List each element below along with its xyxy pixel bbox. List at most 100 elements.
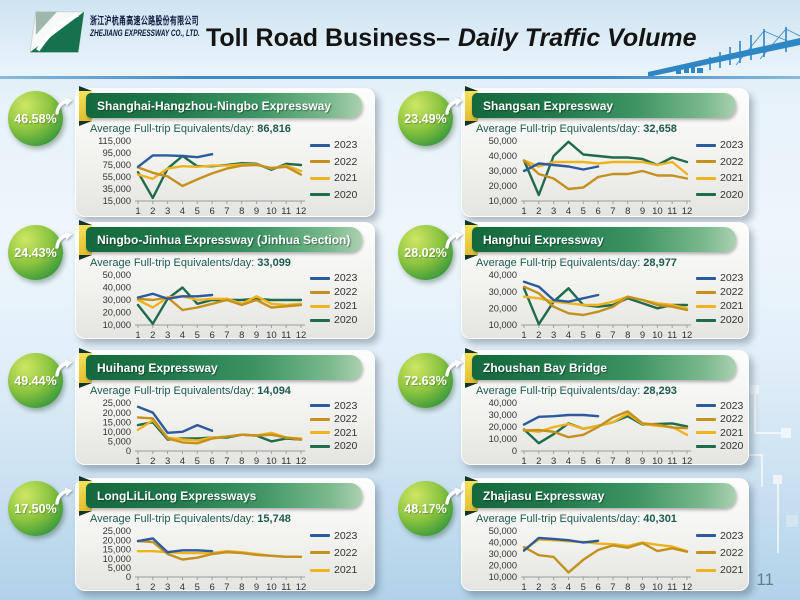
svg-text:1: 1 <box>135 456 140 467</box>
svg-text:1: 1 <box>521 206 526 217</box>
company-name-en: ZHEJIANG EXPRESSWAY CO., LTD. <box>90 28 200 40</box>
svg-text:9: 9 <box>640 456 645 467</box>
legend-item-2023: 2023 <box>696 530 748 542</box>
legend-year-label: 2021 <box>334 564 358 577</box>
legend-item-2021: 2021 <box>310 172 374 184</box>
chart-title: Zhoushan Bay Bridge <box>483 360 608 375</box>
average-value: 33,099 <box>257 257 291 269</box>
legend-year-label: 2023 <box>334 529 358 542</box>
legend-year-label: 2023 <box>334 139 358 152</box>
svg-text:4: 4 <box>566 582 571 593</box>
legend-swatch <box>310 444 330 448</box>
legend-item-2020: 2020 <box>696 440 748 452</box>
chart-card: LongLiLiLong Expressways Average Full-tr… <box>75 476 375 593</box>
growth-badge: 28.02% <box>398 225 453 280</box>
svg-text:50,000: 50,000 <box>489 527 517 536</box>
chart-title: LongLiLiLong Expressways <box>97 488 257 503</box>
average-label: Average Full-trip Equivalents/day: <box>476 123 641 135</box>
average-line: Average Full-trip Equivalents/day: 86,816 <box>90 123 374 136</box>
svg-text:5: 5 <box>195 330 200 341</box>
svg-text:3: 3 <box>165 582 170 593</box>
legend-item-2023: 2023 <box>310 139 374 151</box>
svg-text:11: 11 <box>281 582 291 593</box>
svg-text:4: 4 <box>180 456 185 467</box>
chart-card: Shanghai-Hangzhou-Ningbo Expressway Aver… <box>75 86 375 217</box>
svg-text:15,000: 15,000 <box>103 196 131 206</box>
svg-text:3: 3 <box>165 330 170 341</box>
legend-item-2022: 2022 <box>696 156 748 168</box>
up-trend-arrow-icon <box>55 359 73 377</box>
legend-item-2022: 2022 <box>696 547 748 559</box>
svg-text:6: 6 <box>209 456 214 467</box>
page-number: 11 <box>756 570 774 589</box>
bridge-silhouette-icon <box>648 27 800 77</box>
chart-legend: 2023 2022 2021 2020 <box>696 399 748 453</box>
legend-swatch <box>696 276 716 280</box>
average-value: 14,094 <box>257 385 291 397</box>
average-value: 28,293 <box>643 385 677 397</box>
svg-text:35,000: 35,000 <box>103 184 131 194</box>
legend-item-2023: 2023 <box>696 400 748 412</box>
legend-swatch <box>310 143 330 147</box>
svg-text:6: 6 <box>595 582 600 593</box>
legend-year-label: 2022 <box>720 413 744 426</box>
chart-legend: 2023 2022 2021 2020 <box>310 137 374 203</box>
average-value: 86,816 <box>257 123 291 135</box>
growth-badge: 17.50% <box>8 481 63 536</box>
legend-year-label: 2020 <box>334 440 358 453</box>
svg-text:10,000: 10,000 <box>489 572 517 582</box>
svg-text:12: 12 <box>682 206 693 217</box>
legend-swatch <box>696 193 716 197</box>
svg-text:4: 4 <box>180 582 185 593</box>
legend-item-2022: 2022 <box>310 286 374 298</box>
svg-text:20,000: 20,000 <box>103 408 131 418</box>
chart-card: Ningbo-Jinhua Expressway (Jinhua Section… <box>75 220 375 341</box>
legend-year-label: 2020 <box>720 314 744 326</box>
card-header-bar: Ningbo-Jinhua Expressway (Jinhua Section… <box>86 227 362 252</box>
legend-item-2020: 2020 <box>310 440 374 452</box>
legend-item-2022: 2022 <box>310 156 374 168</box>
chart-title: Shangsan Expressway <box>483 98 614 113</box>
legend-swatch <box>310 304 330 308</box>
legend-year-label: 2023 <box>720 399 744 412</box>
svg-text:12: 12 <box>682 456 693 467</box>
svg-text:12: 12 <box>296 330 307 341</box>
svg-text:11: 11 <box>281 456 291 467</box>
svg-text:6: 6 <box>209 330 214 341</box>
svg-text:1: 1 <box>521 330 526 341</box>
svg-text:12: 12 <box>296 206 307 217</box>
legend-swatch <box>310 404 330 408</box>
legend-item-2020: 2020 <box>696 314 748 326</box>
page-title-emphasis: Daily Traffic Volume <box>458 24 697 52</box>
svg-text:2: 2 <box>150 330 155 341</box>
svg-text:10,000: 10,000 <box>103 320 131 330</box>
svg-text:5: 5 <box>581 456 586 467</box>
growth-badge: 48.17% <box>398 481 453 536</box>
legend-swatch <box>310 290 330 294</box>
page-title: Toll Road Business– Daily Traffic Volume <box>206 24 697 53</box>
svg-text:10: 10 <box>652 456 663 467</box>
svg-text:12: 12 <box>296 456 307 467</box>
svg-text:11: 11 <box>667 582 677 593</box>
svg-text:3: 3 <box>551 330 556 341</box>
legend-item-2021: 2021 <box>696 427 748 439</box>
company-name-cn: 浙江沪杭甬高速公路股份有限公司 <box>90 15 199 27</box>
svg-text:11: 11 <box>281 206 291 217</box>
header-divider <box>0 76 800 79</box>
header: 浙江沪杭甬高速公路股份有限公司 ZHEJIANG EXPRESSWAY CO.,… <box>0 0 800 79</box>
svg-text:30,000: 30,000 <box>489 410 517 420</box>
legend-year-label: 2020 <box>334 314 358 326</box>
svg-text:20,000: 20,000 <box>489 561 517 571</box>
growth-badge-value: 48.17% <box>404 501 447 516</box>
growth-badge: 72.63% <box>398 353 453 408</box>
svg-text:11: 11 <box>281 330 291 341</box>
chart-title: Shanghai-Hangzhou-Ningbo Expressway <box>97 98 332 113</box>
legend-swatch <box>310 431 330 435</box>
svg-text:20,000: 20,000 <box>489 422 517 432</box>
chart-body: 25,000 20,000 15,000 10,000 5,000 0 1 2 3 4 5 6 7 8 9 1… <box>76 399 374 467</box>
up-trend-arrow-icon <box>55 487 73 505</box>
legend-swatch <box>696 176 716 180</box>
